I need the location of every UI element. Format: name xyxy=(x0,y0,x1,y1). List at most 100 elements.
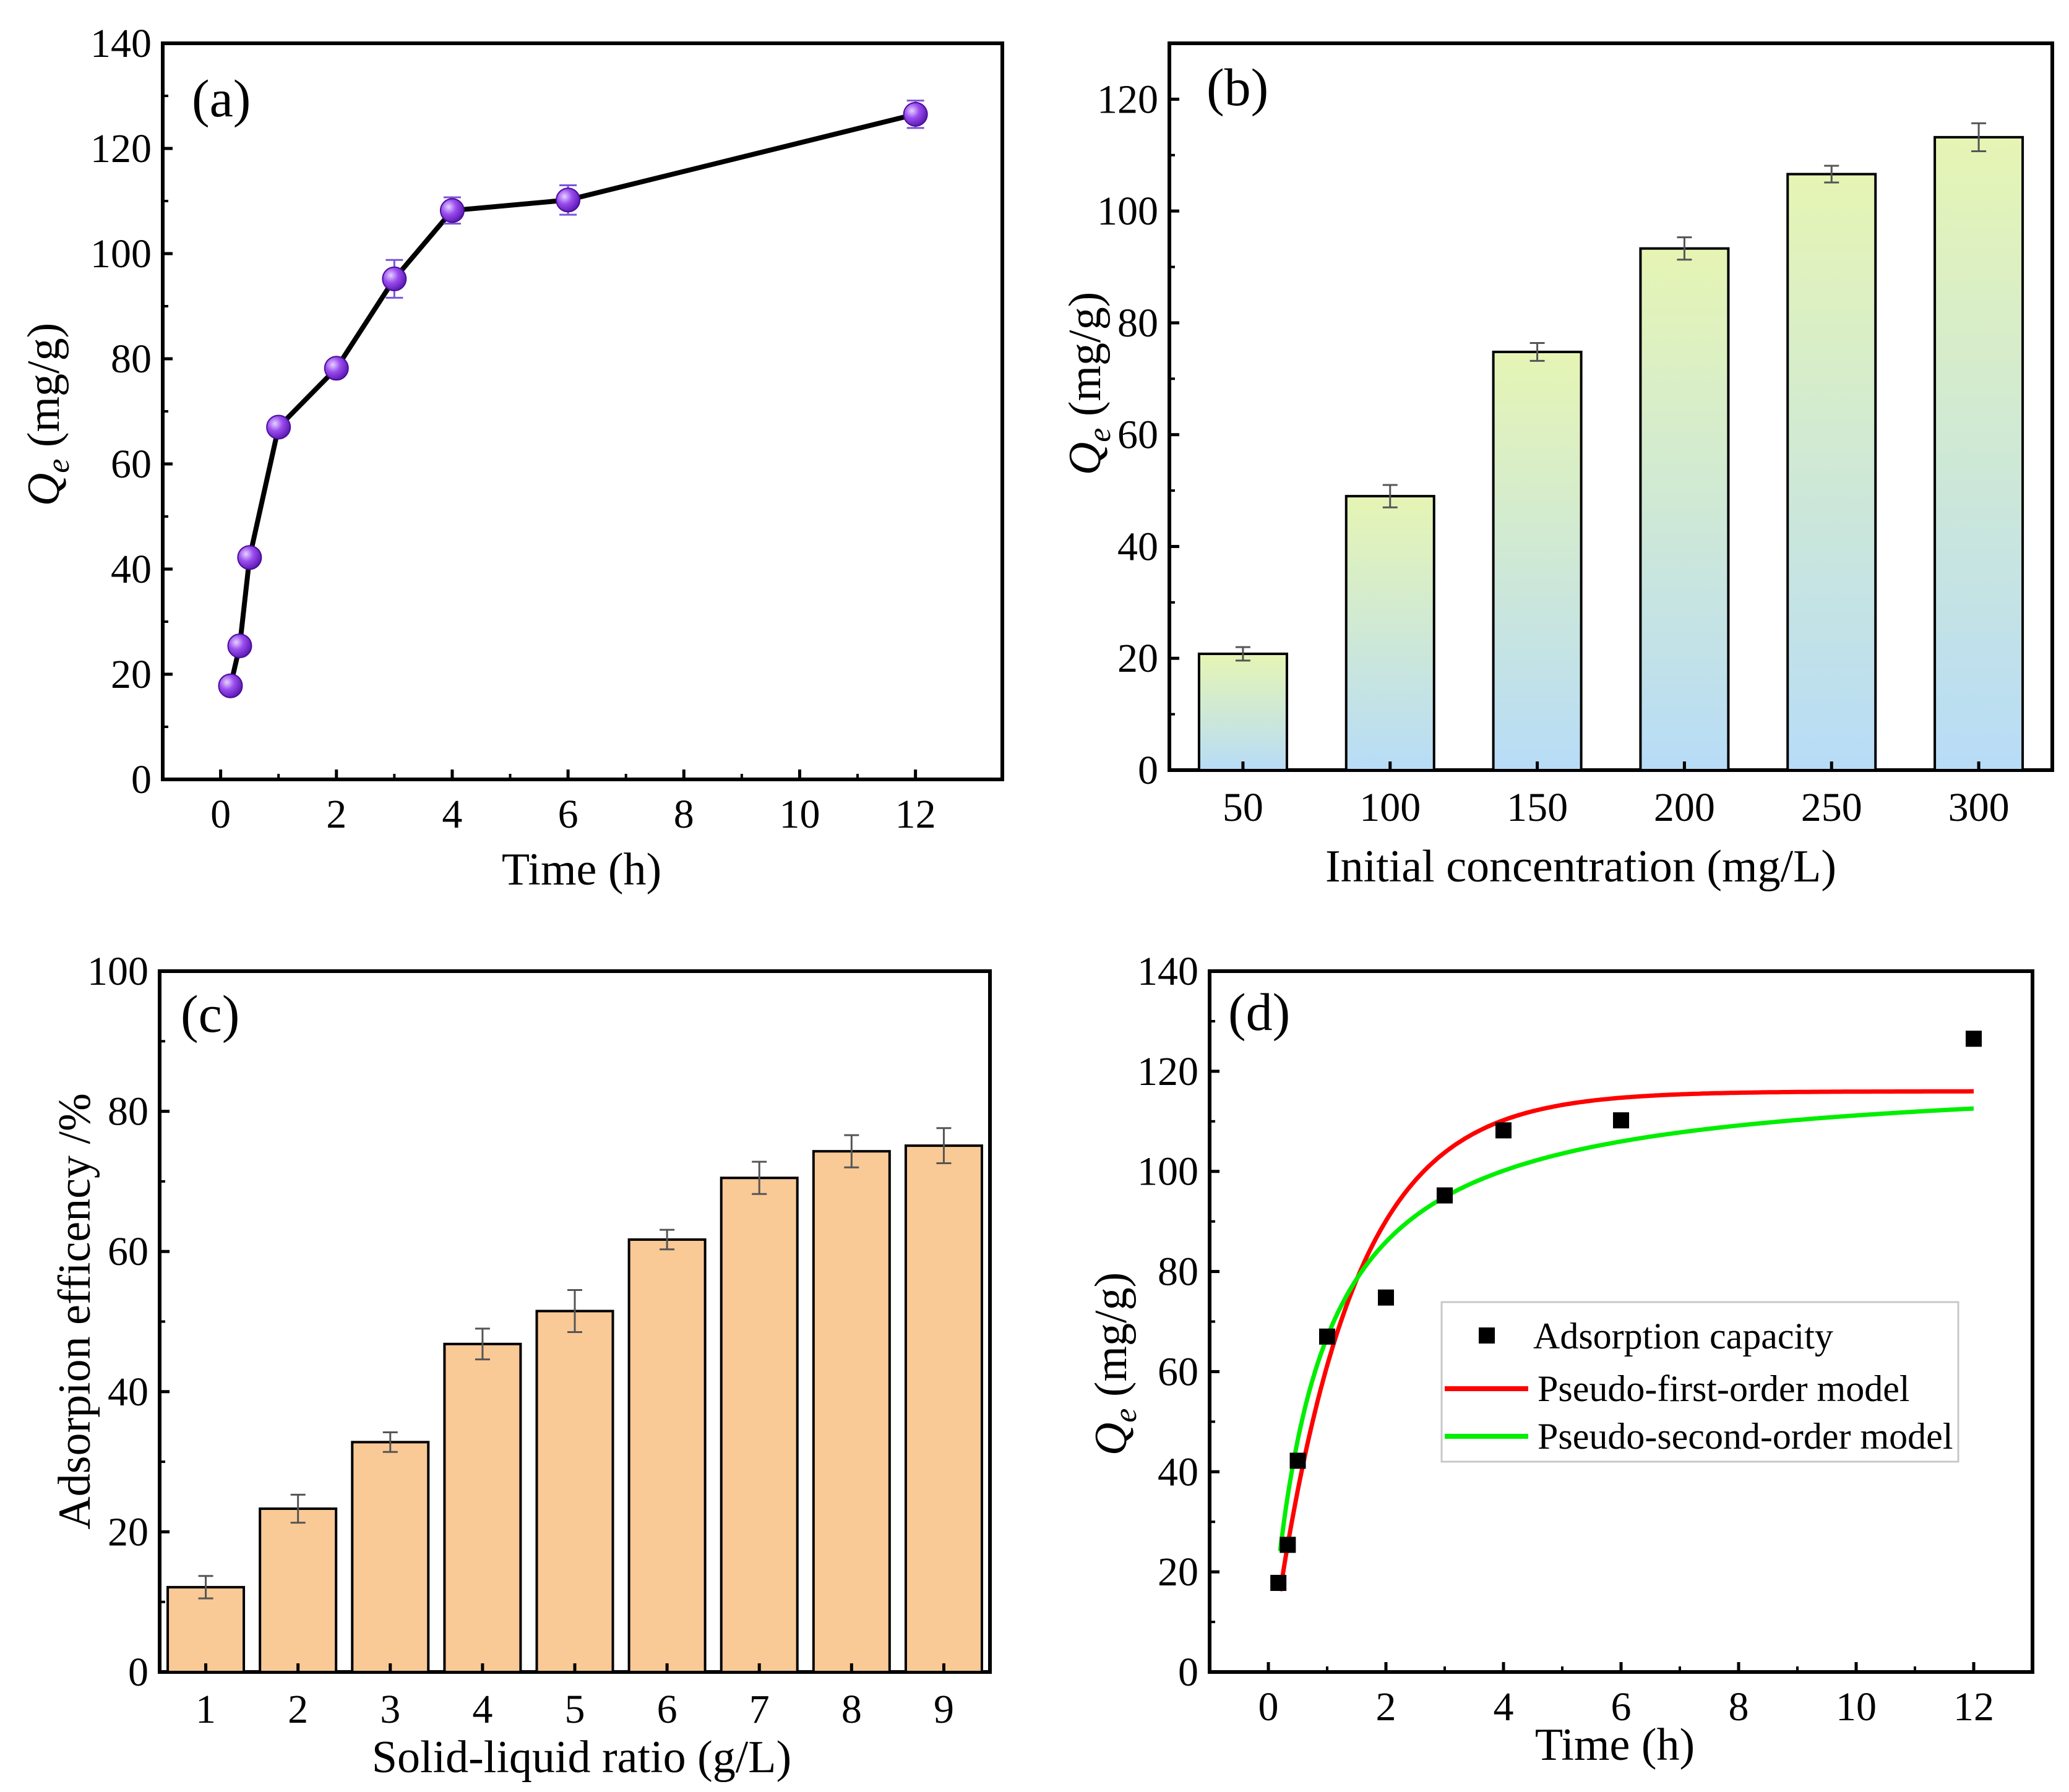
panel-c-x-tick-label: 5 xyxy=(565,1687,585,1732)
panel-a-data-point xyxy=(382,266,407,291)
panel-b-bar xyxy=(1344,495,1435,771)
panel-d-data-point xyxy=(1319,1328,1335,1345)
panel-b-x-tick-label: 50 xyxy=(1223,785,1263,830)
panel-c-x-tick-label: 6 xyxy=(657,1687,677,1732)
panel-b-y-axis-symbol: Q xyxy=(1060,442,1111,475)
panel-d-y-tick-label: 20 xyxy=(1158,1550,1198,1595)
panel-b-bar xyxy=(1786,173,1877,771)
panel-d-y-tick-label: 80 xyxy=(1158,1250,1198,1295)
panel-a-plot-frame xyxy=(161,41,1004,781)
panel-a-y-axis-subscript: e xyxy=(41,459,76,473)
panel-a-x-tick-label: 0 xyxy=(210,792,231,837)
panel-a-data-point xyxy=(556,187,581,213)
panel-b-x-tick-label: 100 xyxy=(1359,785,1421,830)
legend-label-pfo: Pseudo-first-order model xyxy=(1538,1368,1910,1409)
panel-d-chart: 0 20 40 60 80 100 120 140 0 2 4 6 8 10 12 xyxy=(1137,949,2034,1730)
panel-b-x-axis-title: Initial concentration (mg/L) xyxy=(1325,841,1836,892)
panel-b-chart: 0 20 40 60 80 100 120 50 100 150 200 250 300 xyxy=(1097,41,2054,830)
panel-d-x-tick-label: 0 xyxy=(1258,1684,1279,1730)
panel-c-bar xyxy=(259,1507,338,1673)
panel-a-y-tick-label: 40 xyxy=(111,547,152,592)
panel-d-legend: Adsorption capacity Pseudo-first-order m… xyxy=(1440,1301,1959,1463)
panel-b-x-tick-label: 250 xyxy=(1801,785,1862,830)
panel-c-x-tick-label: 1 xyxy=(196,1687,216,1732)
panel-a-chart: 0 20 40 60 80 100 120 140 0 2 4 6 8 10 12 xyxy=(90,21,1004,837)
panel-d-x-tick-label: 8 xyxy=(1729,1684,1749,1730)
panel-d-x-axis-title: Time (h) xyxy=(1535,1720,1695,1770)
panel-b-y-axis-units: (mg/g) xyxy=(1060,292,1111,428)
panel-d-data-point xyxy=(1437,1187,1453,1204)
legend-marker-adsorption xyxy=(1479,1327,1495,1344)
panel-a-y-axis-symbol: Q xyxy=(19,473,69,506)
panel-b-plot-frame xyxy=(1168,41,2054,772)
panel-d-y-axis-units: (mg/g) xyxy=(1086,1272,1137,1408)
panel-b-y-axis-subscript: e xyxy=(1082,428,1117,442)
panel-a-x-tick-label: 12 xyxy=(895,792,936,837)
panel-a-data-point xyxy=(903,101,928,127)
panel-c-x-tick-label: 4 xyxy=(472,1687,493,1732)
panel-a-x-axis-title: Time (h) xyxy=(502,844,661,895)
panel-b-bar xyxy=(1934,135,2024,772)
panel-c-chart: 0 20 40 60 80 100 1 2 3 4 5 6 7 8 9 xyxy=(87,949,992,1732)
panel-c-bar xyxy=(351,1441,430,1673)
panel-a-y-axis-title: Qe (mg/g) xyxy=(19,323,76,506)
panel-c-y-tick-label: 40 xyxy=(108,1370,148,1415)
panel-c-bar xyxy=(627,1238,707,1673)
panel-a-y-tick-label: 140 xyxy=(90,21,152,66)
panel-d-y-tick-label: 40 xyxy=(1158,1449,1198,1494)
panel-d-y-axis-symbol: Q xyxy=(1086,1423,1137,1455)
panel-a-y-tick-label: 120 xyxy=(90,126,152,171)
panel-d-x-tick-label: 12 xyxy=(1953,1684,1994,1730)
panel-c-bar xyxy=(166,1585,246,1673)
panel-a-y-tick-label: 100 xyxy=(90,231,152,277)
panel-b-y-tick-label: 40 xyxy=(1117,524,1158,569)
panel-a-y-axis-units: (mg/g) xyxy=(19,323,69,459)
panel-d-curve-pso xyxy=(1278,1106,1974,1551)
panel-c-y-tick-label: 100 xyxy=(87,949,148,994)
panel-b-y-tick-label: 0 xyxy=(1138,748,1158,793)
panel-b-x-tick-label: 150 xyxy=(1507,785,1568,830)
panel-b-y-tick-label: 120 xyxy=(1097,77,1158,122)
panel-a-y-tick-label: 0 xyxy=(131,757,152,802)
legend-label-pso: Pseudo-second-order model xyxy=(1538,1416,1953,1457)
panel-b-y-tick-label: 80 xyxy=(1117,301,1158,346)
panel-d-x-tick-label: 2 xyxy=(1376,1684,1396,1730)
panel-a-x-tick-label: 6 xyxy=(558,792,579,837)
panel-b-bar xyxy=(1492,350,1583,771)
panel-b-bar xyxy=(1197,653,1288,771)
panel-d-y-tick-label: 120 xyxy=(1137,1049,1198,1094)
panel-d-x-tick-label: 4 xyxy=(1494,1684,1514,1730)
panel-c-x-tick-label: 9 xyxy=(934,1687,954,1732)
panel-c-bar xyxy=(720,1177,799,1673)
panel-c-bar xyxy=(904,1144,983,1673)
panel-a-data-point xyxy=(237,545,262,570)
panel-c-y-tick-label: 20 xyxy=(108,1509,148,1554)
panel-a-y-tick-label: 20 xyxy=(111,652,152,697)
panel-c-bar xyxy=(812,1150,891,1673)
panel-b-bar xyxy=(1639,247,1730,771)
panel-a-y-tick-label: 80 xyxy=(111,337,152,382)
panel-c-x-tick-label: 8 xyxy=(841,1687,862,1732)
panel-c-x-tick-label: 3 xyxy=(380,1687,400,1732)
panel-b-y-tick-label: 20 xyxy=(1117,636,1158,681)
panel-d-data-point xyxy=(1270,1574,1287,1591)
panel-b-y-tick-label: 60 xyxy=(1117,413,1158,458)
panel-a-data-point xyxy=(266,414,291,440)
panel-d-y-tick-label: 0 xyxy=(1178,1650,1198,1695)
panel-a-x-tick-label: 8 xyxy=(674,792,694,837)
panel-d-x-tick-label: 10 xyxy=(1836,1684,1877,1730)
panel-d-data-point xyxy=(1378,1289,1394,1306)
panel-d-label: (d) xyxy=(1228,982,1290,1042)
panel-a-label: (a) xyxy=(192,69,251,128)
panel-c-y-tick-label: 80 xyxy=(108,1089,148,1134)
panel-b-y-tick-label: 100 xyxy=(1097,189,1158,234)
panel-c-x-axis-title: Solid-liquid ratio (g/L) xyxy=(372,1732,791,1783)
panel-a-data-point xyxy=(439,198,465,223)
panel-a-x-tick-label: 10 xyxy=(779,792,820,837)
panel-c-x-tick-label: 7 xyxy=(749,1687,770,1732)
panel-d-y-tick-label: 140 xyxy=(1137,949,1198,994)
panel-c-label: (c) xyxy=(181,984,239,1044)
panel-a-data-point xyxy=(218,673,243,698)
panel-d-y-tick-label: 100 xyxy=(1137,1149,1198,1194)
panel-b-x-tick-label: 300 xyxy=(1948,785,2010,830)
